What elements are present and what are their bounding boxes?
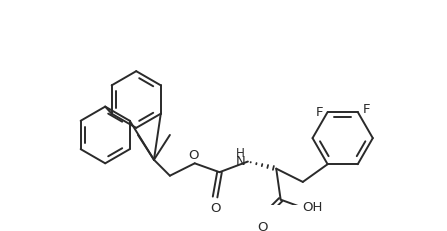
Text: F: F: [316, 105, 323, 118]
Text: O: O: [189, 148, 199, 161]
Text: OH: OH: [302, 200, 322, 213]
Text: O: O: [210, 201, 220, 215]
Text: N: N: [236, 155, 245, 167]
Text: H: H: [236, 146, 245, 159]
Text: F: F: [363, 103, 371, 116]
Text: O: O: [257, 220, 267, 231]
